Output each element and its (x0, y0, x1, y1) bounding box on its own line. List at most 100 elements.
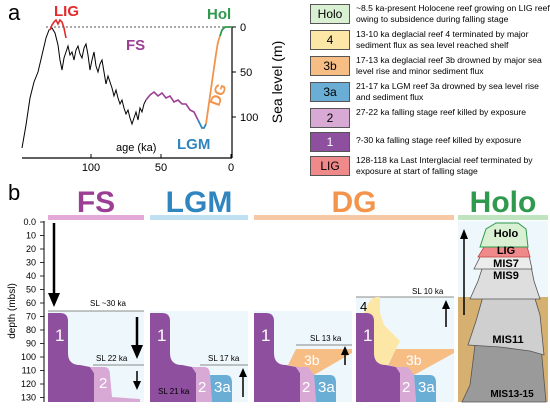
fall-arrow-head (131, 345, 143, 359)
reef-3b (388, 349, 454, 375)
header-dg: DG (331, 186, 377, 219)
rise-arrow-head (442, 300, 450, 309)
header-bar-lgm (150, 215, 248, 220)
depth-tick-label: 0.0 (23, 217, 36, 227)
legend-swatch: 3b (310, 56, 350, 76)
sea-level-curve-lig (49, 18, 67, 39)
depth-tick-label: 70 (26, 312, 36, 322)
rise-arrow-head (341, 346, 349, 355)
sl-label: SL ~30 ka (90, 299, 127, 308)
reef-label: 3a (418, 379, 435, 396)
depth-axis-label: depth (mbsl) (7, 283, 18, 339)
sl-label: SL 22 ka (96, 354, 128, 363)
legend-text: 21-17 ka LGM reef 3a drowned by sea leve… (356, 81, 539, 102)
legend-text: 27-22 ka falling stage reef killed by ex… (356, 107, 527, 117)
sea-level-curve-falling (145, 90, 199, 121)
header-bar-holo (458, 215, 548, 220)
y-tick-label: 0 (240, 22, 246, 34)
sea-level-curve-lgm (197, 119, 207, 129)
reef-cross-sections: 0.0 10 20 30 40 50 60 70 80 90 100 110 1… (7, 215, 548, 403)
sea-level-curve-hol (219, 26, 232, 37)
header-bar-dg (254, 215, 454, 220)
dg-panel-13ka: SL 13 ka 1 2 3a 3b (254, 311, 352, 402)
holo-layer (479, 222, 529, 248)
fall-arrow-head (48, 293, 60, 307)
legend-text: ?-30 ka falling stage reef killed by exp… (356, 135, 522, 145)
panel-a-letter: a (8, 0, 21, 25)
legend-row-2: 2 27-22 ka falling stage reef killed by … (310, 107, 550, 130)
dg-panel-10ka: SL 10 ka 1 2 3a 3b 4 (356, 287, 454, 402)
panel-b-letter: b (8, 180, 21, 205)
label-lgm: LGM (177, 136, 210, 153)
reef-label: 1 (157, 326, 166, 345)
legend-swatch: 2 (310, 108, 350, 128)
depth-tick-label: 50 (26, 285, 36, 295)
reef-label: 2 (198, 379, 206, 396)
depth-ticks: 0.0 10 20 30 40 50 60 70 80 90 100 110 1… (21, 217, 36, 403)
legend-row-1: 1 ?-30 ka falling stage reef killed by e… (310, 131, 550, 154)
holo-label: LIG (497, 245, 515, 257)
sea-level-curve-dg (205, 35, 221, 125)
header-fs: FS (76, 186, 116, 219)
legend-row-lig: LIG 128-118 ka Last Interglacial reef te… (310, 155, 550, 178)
x-tick-label: 100 (82, 162, 100, 174)
depth-tick-label: 60 (26, 298, 36, 308)
y-tick-label: 50 (240, 67, 252, 79)
reef-2 (90, 367, 140, 402)
holo-label: Holo (494, 228, 519, 240)
depth-tick-label: 90 (26, 339, 36, 349)
reef-label: 3a (214, 379, 231, 396)
reef-1 (150, 313, 198, 402)
header-lgm: LGM (165, 186, 233, 219)
depth-tick-label: 40 (26, 271, 36, 281)
label-lig: LIG (54, 3, 79, 20)
y-tick-label: 100 (240, 112, 258, 124)
legend-row-4: 4 13-10 ka deglacial reef 4 terminated b… (310, 29, 550, 52)
reef-2 (296, 367, 316, 402)
legend-row-holo: Holo ~8.5 ka-present Holocene reef growi… (310, 3, 550, 26)
lgm-panel: SL 17 ka SL 21 ka 1 2 3a (150, 311, 248, 402)
holo-label: MIS11 (492, 334, 523, 346)
reef-label: 1 (55, 326, 64, 345)
legend-text: 17-13 ka deglacial reef 3b drowned by ma… (356, 55, 542, 76)
reef-3a (210, 375, 232, 402)
reef-label: 1 (363, 326, 372, 345)
depth-tick-label: 110 (22, 366, 36, 376)
reef-label: 3b (406, 352, 422, 368)
reef-label: 2 (99, 375, 107, 392)
fall-arrow-head (133, 381, 141, 390)
mis11-layer (467, 286, 545, 356)
depth-tick-label: 20 (26, 244, 36, 254)
depth-tick-marks (40, 221, 44, 398)
x-tick-label: 50 (155, 162, 167, 174)
x-tick-label: 0 (228, 162, 234, 174)
reef-1 (48, 313, 96, 402)
header-bar-fs (48, 215, 144, 220)
reef-3a (414, 375, 436, 402)
depth-tick-label: 120 (21, 379, 36, 389)
legend-row-3a: 3a 21-17 ka LGM reef 3a drowned by sea l… (310, 81, 550, 104)
depth-tick-label: 80 (26, 325, 36, 335)
sea-level-curve-fs (21, 27, 147, 149)
holo-label: MIS9 (493, 270, 519, 282)
fs-panel: SL ~30 ka SL 22 ka 1 2 (48, 223, 144, 402)
depth-tick-label: 100 (21, 352, 36, 362)
rise-arrow-head (239, 368, 247, 377)
legend-text: 13-10 ka deglacial reef 4 terminated by … (356, 29, 529, 50)
legend-swatch: 3a (310, 82, 350, 102)
holo-panel: Holo LIG MIS7 MIS9 MIS11 MIS13-15 (458, 221, 548, 403)
label-fs: FS (126, 37, 145, 54)
reef-2 (396, 367, 416, 402)
reef-label: 2 (302, 379, 310, 396)
legend-row-3b: 3b 17-13 ka deglacial reef 3b drowned by… (310, 55, 550, 78)
sl-label: SL 13 ka (310, 334, 342, 343)
reef-1 (254, 313, 302, 402)
holo-label: MIS7 (493, 258, 519, 270)
legend-swatch: 1 (310, 132, 350, 152)
reef-label: 3b (304, 352, 320, 368)
reef-label: 1 (261, 326, 270, 345)
sea-level-chart: LIG FS Hol DG LGM age (ka) 100 50 0 0 50… (21, 3, 285, 174)
y-axis-label: Sea level (m) (269, 41, 285, 123)
sl-label: SL 17 ka (208, 354, 240, 363)
holo-label: MIS13-15 (490, 389, 534, 400)
